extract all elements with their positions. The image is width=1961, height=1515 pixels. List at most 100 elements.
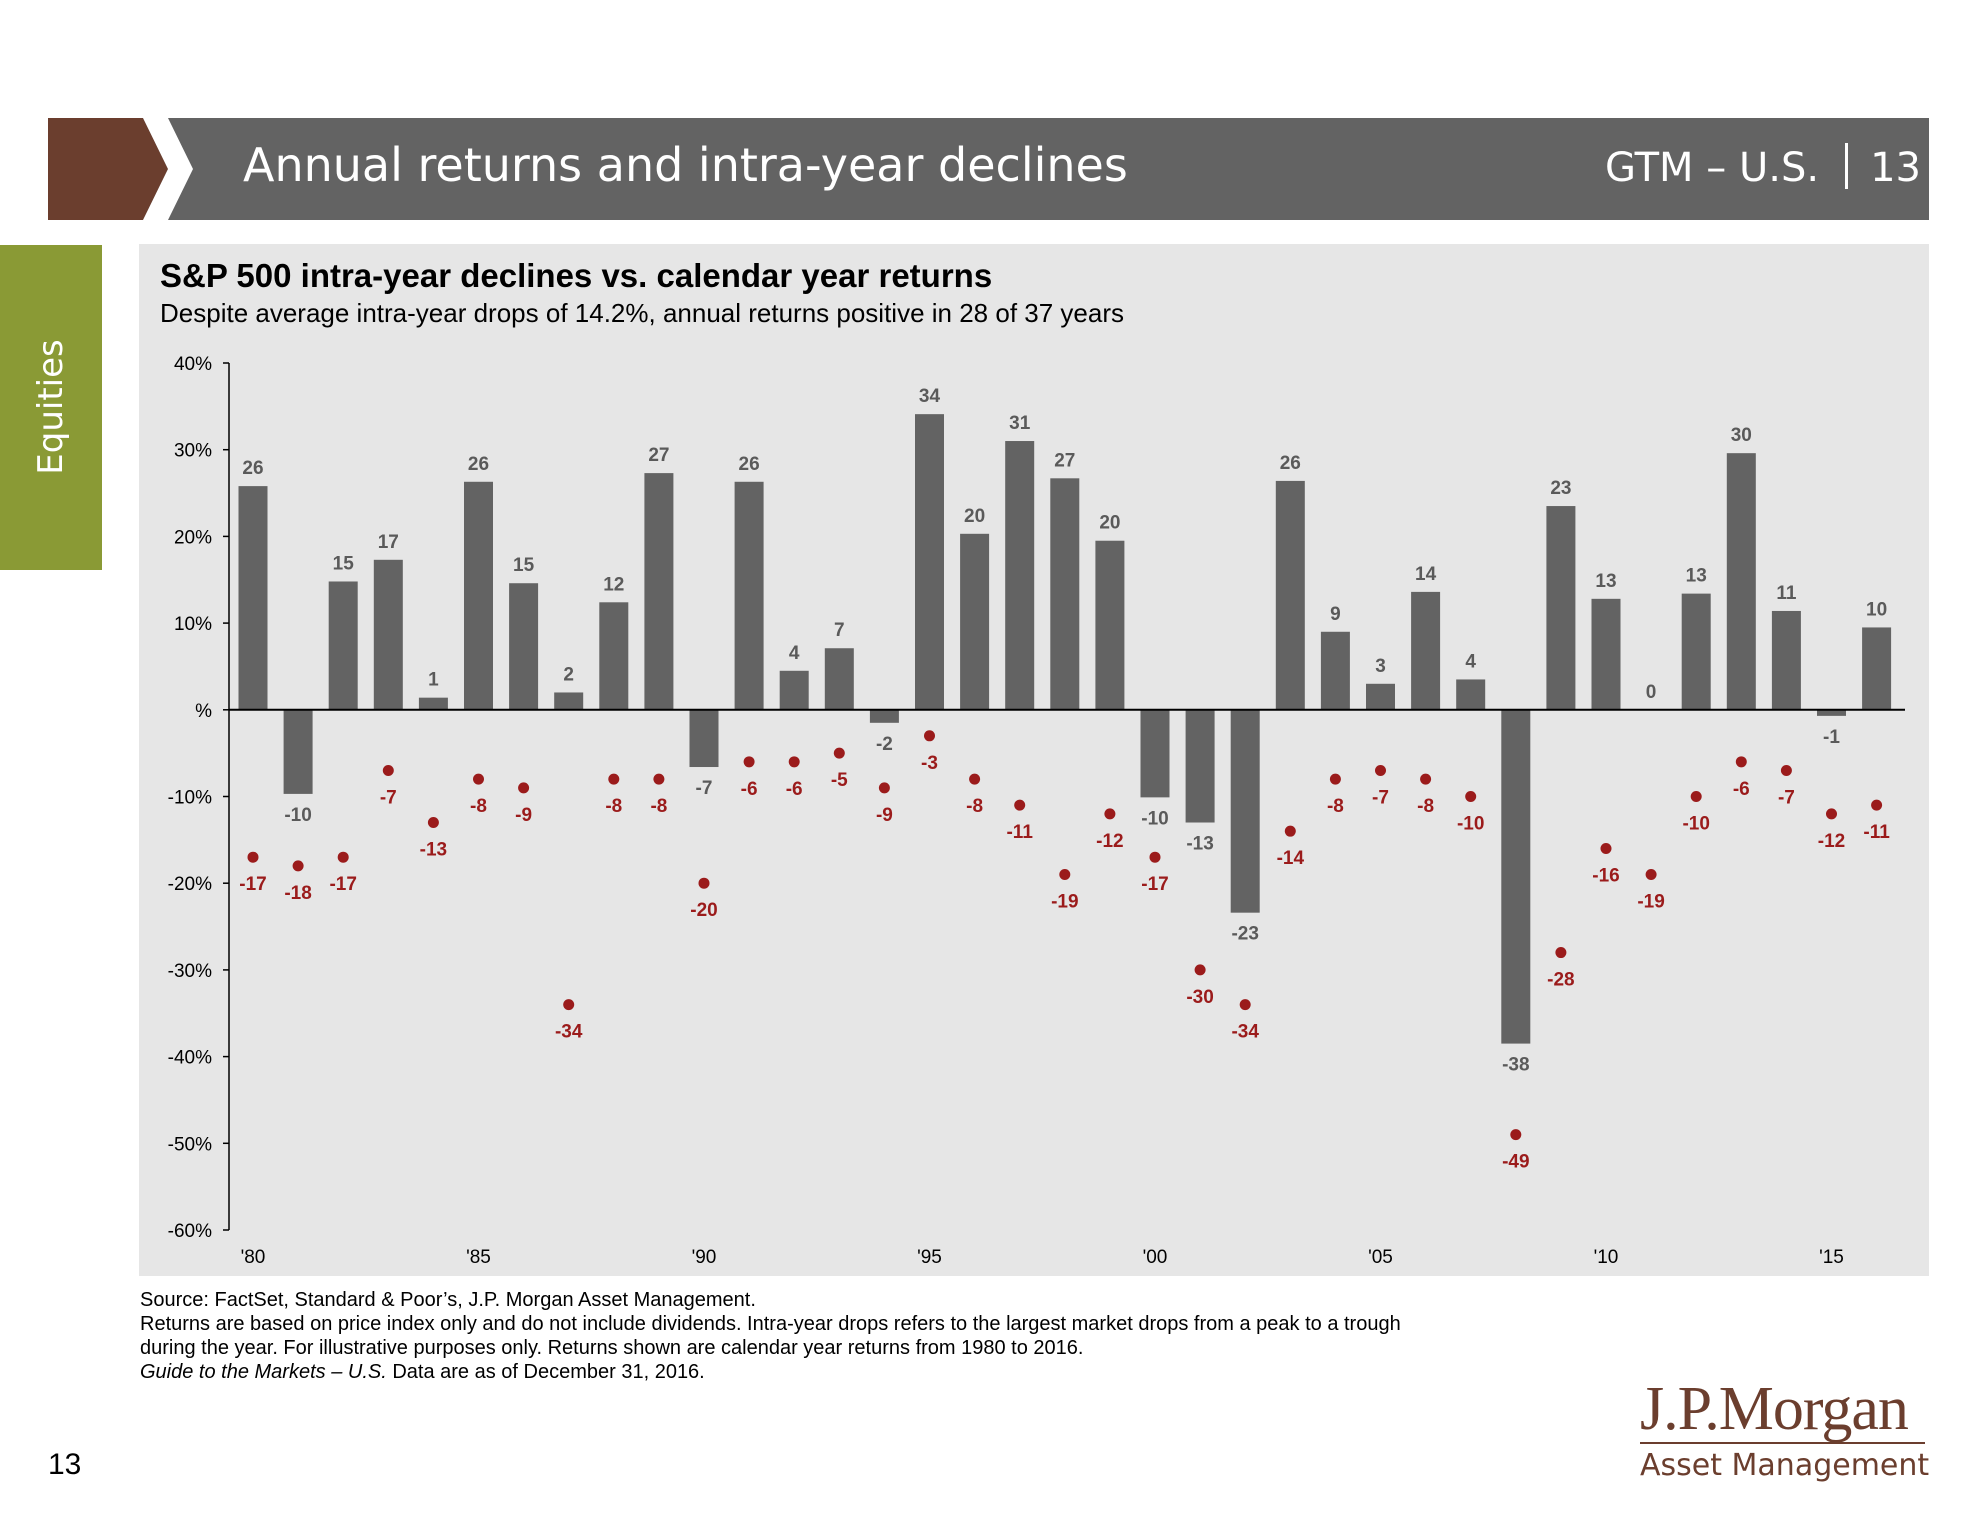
footnote: Source: FactSet, Standard & Poor’s, J.P.… xyxy=(140,1288,1560,1384)
decline-dot xyxy=(563,999,575,1011)
return-label: 0 xyxy=(1646,682,1657,703)
return-bar xyxy=(1230,709,1260,913)
decline-dot xyxy=(1826,808,1837,820)
return-label: 17 xyxy=(378,532,399,553)
decline-label: -9 xyxy=(515,805,532,826)
x-tick-label: '90 xyxy=(692,1247,717,1268)
return-label: -10 xyxy=(1141,808,1168,829)
return-label: 2 xyxy=(563,664,574,685)
return-bar xyxy=(689,709,719,768)
return-bar xyxy=(1095,540,1125,710)
decline-dot xyxy=(1690,791,1702,802)
logo-sub: Asset Management xyxy=(1640,1448,1930,1483)
return-bar xyxy=(1501,709,1531,1044)
page-title: Annual returns and intra-year declines xyxy=(243,138,1128,192)
return-bar xyxy=(283,709,313,794)
return-label: 30 xyxy=(1731,425,1752,446)
return-bar xyxy=(1050,478,1080,710)
return-label: 27 xyxy=(1054,450,1075,471)
decline-dot xyxy=(653,773,665,785)
return-bar xyxy=(1411,591,1441,710)
decline-dot xyxy=(1194,964,1206,976)
decline-label: -3 xyxy=(921,753,938,774)
return-bar xyxy=(1771,610,1801,710)
return-label: 13 xyxy=(1686,566,1707,587)
return-label: 20 xyxy=(964,506,985,527)
return-label: 26 xyxy=(739,454,760,475)
return-label: 10 xyxy=(1866,599,1887,620)
decline-dot xyxy=(1239,999,1251,1011)
return-label: 14 xyxy=(1415,564,1437,585)
decline-label: -11 xyxy=(1006,822,1033,843)
decline-label: -8 xyxy=(605,796,622,817)
y-tick-label: -30% xyxy=(168,961,212,982)
decline-dot xyxy=(788,756,800,768)
header-shape xyxy=(48,118,1929,220)
decline-label: -17 xyxy=(329,874,356,895)
decline-dot xyxy=(427,817,439,829)
header-separator xyxy=(1845,143,1849,189)
section-code: GTM – U.S. xyxy=(1605,145,1820,191)
jpmorgan-logo: J.P.Morgan Asset Management xyxy=(1640,1378,1930,1483)
footnote-line: Returns are based on price index only an… xyxy=(140,1313,1401,1335)
x-tick-label: '05 xyxy=(1368,1247,1393,1268)
return-label: 13 xyxy=(1595,571,1616,592)
return-bar xyxy=(509,583,539,710)
decline-dot xyxy=(1104,808,1116,820)
decline-dot xyxy=(382,764,394,776)
return-bar xyxy=(373,559,403,710)
decline-dot xyxy=(247,851,259,863)
chart-panel xyxy=(139,244,1929,1276)
decline-label: -6 xyxy=(741,779,758,800)
chart-title: S&P 500 intra-year declines vs. calendar… xyxy=(160,257,993,294)
decline-dot xyxy=(1375,764,1386,776)
return-bar xyxy=(869,709,899,723)
decline-label: -8 xyxy=(650,796,667,817)
decline-label: -8 xyxy=(1417,796,1434,817)
return-bar xyxy=(1140,709,1170,798)
decline-dot xyxy=(1600,843,1612,855)
return-label: 34 xyxy=(919,386,941,407)
y-tick-label: -60% xyxy=(168,1221,212,1242)
footnote-guide-title: Guide to the Markets – U.S. xyxy=(140,1361,387,1383)
decline-dot xyxy=(924,730,935,742)
return-label: -23 xyxy=(1231,924,1258,945)
return-bar xyxy=(1320,631,1350,710)
return-bar xyxy=(328,581,358,710)
decline-label: -10 xyxy=(1457,814,1484,835)
footnote-guide: Guide to the Markets – U.S. Data are as … xyxy=(140,1360,1560,1384)
y-tick-label: -50% xyxy=(168,1134,212,1155)
return-bar xyxy=(1005,441,1035,710)
return-label: -13 xyxy=(1186,834,1213,855)
decline-label: -11 xyxy=(1863,822,1890,843)
decline-dot xyxy=(743,756,755,768)
return-bar xyxy=(1185,709,1215,823)
return-bar xyxy=(1726,453,1756,710)
decline-label: -6 xyxy=(786,779,803,800)
decline-dot xyxy=(833,747,845,759)
return-label: 31 xyxy=(1009,413,1031,434)
decline-label: -30 xyxy=(1186,987,1213,1008)
y-tick-label: 10% xyxy=(174,614,212,635)
return-bar xyxy=(734,481,764,710)
return-label: 4 xyxy=(1465,651,1476,672)
decline-dot xyxy=(1780,764,1792,776)
return-bar xyxy=(915,414,944,710)
decline-label: -8 xyxy=(966,796,983,817)
y-tick-label: % xyxy=(195,701,212,722)
return-label: -1 xyxy=(1823,727,1840,748)
decline-dot xyxy=(608,773,620,785)
decline-label: -9 xyxy=(876,805,893,826)
x-tick-label: '95 xyxy=(917,1247,942,1268)
decline-dot xyxy=(1645,869,1657,881)
decline-dot xyxy=(1735,756,1747,768)
footnote-line: during the year. For illustrative purpos… xyxy=(140,1337,1084,1359)
return-bar xyxy=(1456,679,1486,710)
decline-label: -19 xyxy=(1637,892,1664,913)
decline-label: -34 xyxy=(555,1022,583,1043)
return-bar xyxy=(779,670,809,710)
return-label: 26 xyxy=(242,458,263,479)
decline-label: -13 xyxy=(420,840,447,861)
header-section: GTM – U.S. 13 xyxy=(1605,143,1921,191)
logo-rule xyxy=(1640,1442,1925,1444)
